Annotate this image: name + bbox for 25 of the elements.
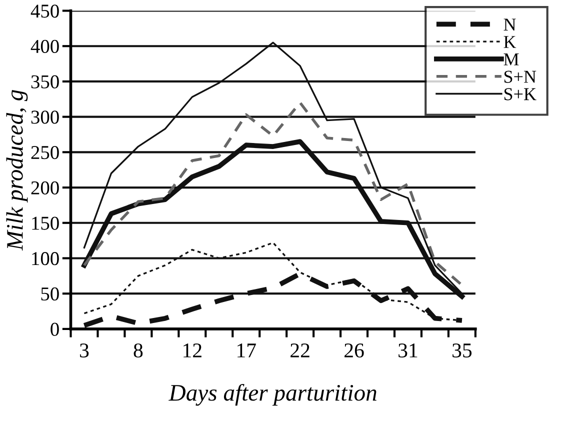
legend-label: S+N	[504, 70, 536, 83]
x-axis-title: Days after parturition	[168, 384, 376, 406]
y-tick-label: 300	[31, 110, 59, 124]
y-tick-label: 450	[30, 4, 59, 18]
y-tick-label: 400	[30, 40, 59, 54]
y-tick-label: 250	[31, 146, 59, 160]
x-tick-label: 22	[290, 344, 310, 358]
x-tick-label: 12	[184, 344, 202, 358]
legend-label: N	[504, 18, 516, 31]
y-axis-title: Milk produced, g	[6, 90, 28, 251]
x-tick-label: 17	[238, 344, 256, 358]
y-tick-label: 200	[31, 181, 59, 194]
legend-label: M	[504, 53, 519, 66]
legend-label: S+K	[504, 88, 536, 100]
legend-label: K	[504, 36, 516, 48]
y-tick-label: 350	[31, 75, 59, 88]
y-tick-label: 0	[50, 322, 59, 336]
y-tick-label: 150	[32, 216, 59, 230]
y-tick-label: 100	[32, 252, 59, 266]
x-tick-label: 8	[134, 343, 143, 358]
x-tick-label: 26	[344, 344, 364, 358]
y-tick-label: 50	[41, 287, 59, 301]
x-tick-label: 35	[452, 344, 472, 358]
x-tick-label: 31	[398, 344, 418, 358]
x-tick-label: 3	[80, 344, 89, 358]
